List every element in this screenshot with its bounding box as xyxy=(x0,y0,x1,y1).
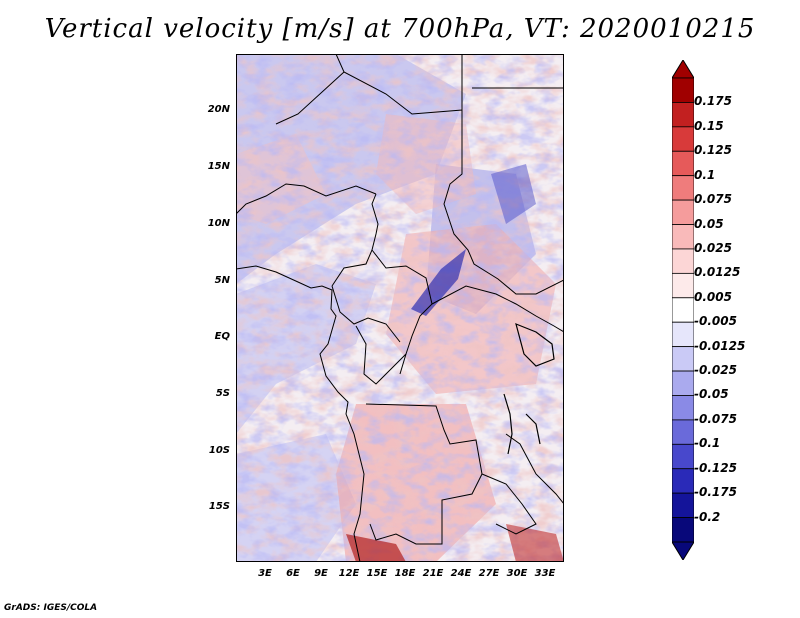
texture-negative xyxy=(236,54,564,562)
colorbar-swatch xyxy=(672,77,694,103)
lat-label-15n: 15N xyxy=(207,161,230,172)
lakes xyxy=(503,322,555,455)
colorbar-swatch xyxy=(672,272,694,299)
lon-label-3e: 3E xyxy=(258,568,272,579)
strong-positive-streak-se xyxy=(506,524,564,562)
colorbar-swatch xyxy=(672,370,694,396)
colorbar-swatch xyxy=(672,102,694,128)
strong-negative-streak xyxy=(411,249,466,316)
map-border xyxy=(236,54,564,562)
lat-label-10s: 10S xyxy=(208,445,230,456)
lat-label-eq: EQ xyxy=(214,331,230,342)
lat-label-5s: 5S xyxy=(215,388,230,399)
colorbar-label: -0.175 xyxy=(694,485,737,500)
colorbar-swatch xyxy=(672,150,694,177)
political-boundaries xyxy=(236,54,564,562)
colorbar-label: -0.05 xyxy=(694,387,729,402)
colorbar-swatch xyxy=(672,517,694,543)
map-title: Vertical velocity [m/s] at 700hPa, VT: 2… xyxy=(44,14,756,44)
colorbar-swatch xyxy=(672,224,694,250)
lat-label-15s: 15S xyxy=(208,501,230,512)
colorbar-swatch xyxy=(672,248,694,274)
colorbar-top-arrow xyxy=(672,60,694,79)
colorbar-label: -0.1 xyxy=(694,436,721,451)
colorbar-swatch xyxy=(672,175,694,201)
colorbar-swatch xyxy=(672,199,694,225)
colorbar-swatch xyxy=(672,126,694,152)
strong-positive-streak xyxy=(346,534,406,562)
lon-label-33e: 33E xyxy=(534,568,556,579)
colorbar-swatch xyxy=(672,321,694,348)
colorbar-label: 0.075 xyxy=(694,192,732,207)
colorbar-label: 0.15 xyxy=(694,118,724,133)
colorbar xyxy=(672,60,694,560)
colorbar-swatch xyxy=(672,443,694,470)
credit-text: GrADS: IGES/COLA xyxy=(4,603,98,613)
lon-label-27e: 27E xyxy=(478,568,500,579)
colorbar-label: 0.025 xyxy=(694,240,732,255)
colorbar-swatch xyxy=(672,346,694,372)
colorbar-swatch xyxy=(672,297,694,323)
colorbar-label: 0.05 xyxy=(694,216,724,231)
colorbar-swatch xyxy=(672,419,694,445)
colorbar-label: 0.125 xyxy=(694,143,732,158)
colorbar-label: -0.125 xyxy=(694,460,737,475)
colorbar-label: 0.005 xyxy=(694,289,732,304)
colorbar-swatch xyxy=(672,492,694,518)
lon-label-9e: 9E xyxy=(314,568,328,579)
lon-label-12e: 12E xyxy=(338,568,360,579)
colorbar-label: -0.0125 xyxy=(694,338,746,353)
lat-label-5n: 5N xyxy=(214,275,230,286)
lat-label-10n: 10N xyxy=(207,218,230,229)
colorbar-label: -0.005 xyxy=(694,314,737,329)
lon-label-18e: 18E xyxy=(394,568,416,579)
colorbar-label: -0.2 xyxy=(694,509,721,524)
lon-label-15e: 15E xyxy=(366,568,388,579)
lat-label-20n: 20N xyxy=(207,104,230,115)
colorbar-swatch xyxy=(672,468,694,494)
lon-label-24e: 24E xyxy=(450,568,472,579)
colorbar-label: 0.0125 xyxy=(694,265,741,280)
vertical-velocity-map xyxy=(236,54,564,562)
strong-negative-streak-2 xyxy=(491,164,536,224)
lon-label-21e: 21E xyxy=(422,568,444,579)
colorbar-label: 0.175 xyxy=(694,94,732,109)
lon-label-6e: 6E xyxy=(286,568,300,579)
lon-label-30e: 30E xyxy=(506,568,528,579)
colorbar-bottom-arrow xyxy=(672,541,694,560)
colorbar-label: 0.1 xyxy=(694,167,716,182)
colorbar-label: -0.075 xyxy=(694,411,737,426)
colorbar-swatch xyxy=(672,395,694,421)
colorbar-label: -0.025 xyxy=(694,363,737,378)
